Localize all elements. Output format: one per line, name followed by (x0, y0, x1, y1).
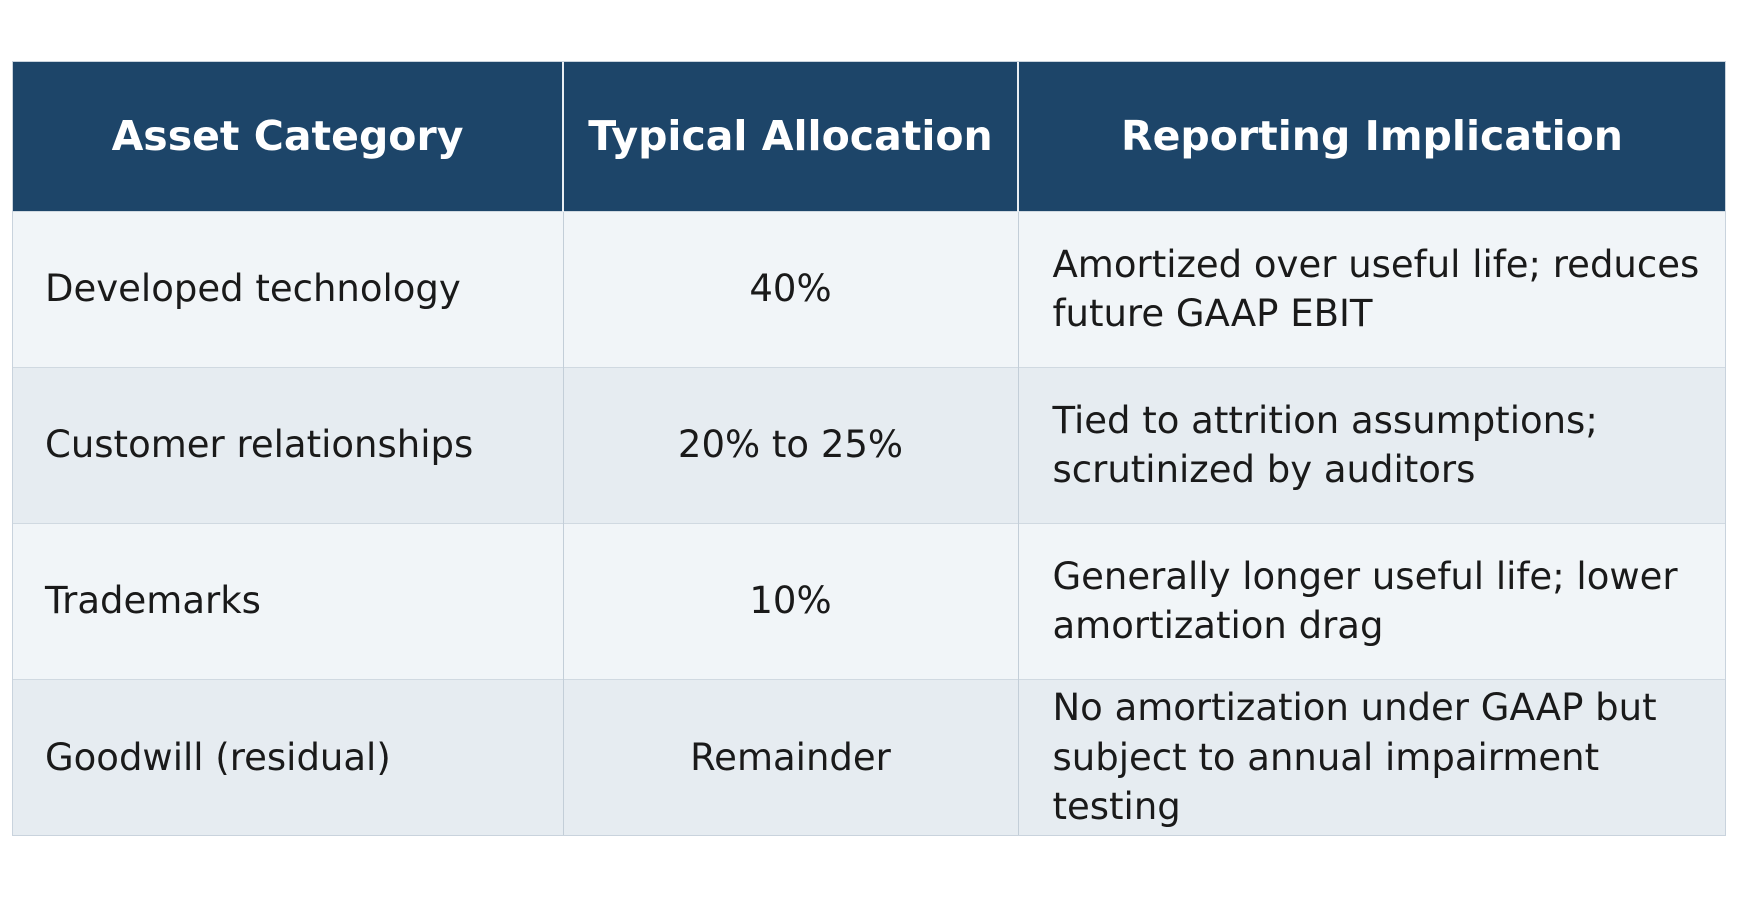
cell-typical-allocation: Remainder (563, 678, 1019, 835)
table-header: Asset Category Typical Allocation Report… (13, 62, 1725, 211)
cell-reporting-implication: Tied to attrition assumptions; scrutiniz… (1018, 366, 1725, 523)
header-asset-category: Asset Category (13, 62, 564, 211)
header-typical-allocation: Typical Allocation (563, 62, 1019, 211)
cell-reporting-implication: No amortization under GAAP but subject t… (1018, 678, 1725, 835)
allocation-table: Asset Category Typical Allocation Report… (13, 62, 1725, 835)
cell-reporting-implication: Generally longer useful life; lower amor… (1018, 522, 1725, 679)
header-reporting-implication: Reporting Implication (1018, 62, 1725, 211)
cell-typical-allocation: 10% (563, 522, 1019, 679)
cell-asset-category: Developed technology (13, 210, 564, 367)
table-row: Goodwill (residual) Remainder No amortiz… (13, 678, 1725, 835)
cell-typical-allocation: 40% (563, 210, 1019, 367)
cell-asset-category: Goodwill (residual) (13, 678, 564, 835)
table-body: Developed technology 40% Amortized over … (13, 210, 1725, 835)
table-row: Customer relationships 20% to 25% Tied t… (13, 366, 1725, 523)
table-row: Developed technology 40% Amortized over … (13, 210, 1725, 367)
cell-asset-category: Customer relationships (13, 366, 564, 523)
allocation-table-container: Asset Category Typical Allocation Report… (12, 61, 1726, 836)
cell-asset-category: Trademarks (13, 522, 564, 679)
header-row: Asset Category Typical Allocation Report… (13, 62, 1725, 211)
cell-typical-allocation: 20% to 25% (563, 366, 1019, 523)
cell-reporting-implication: Amortized over useful life; reduces futu… (1018, 210, 1725, 367)
table-row: Trademarks 10% Generally longer useful l… (13, 522, 1725, 679)
